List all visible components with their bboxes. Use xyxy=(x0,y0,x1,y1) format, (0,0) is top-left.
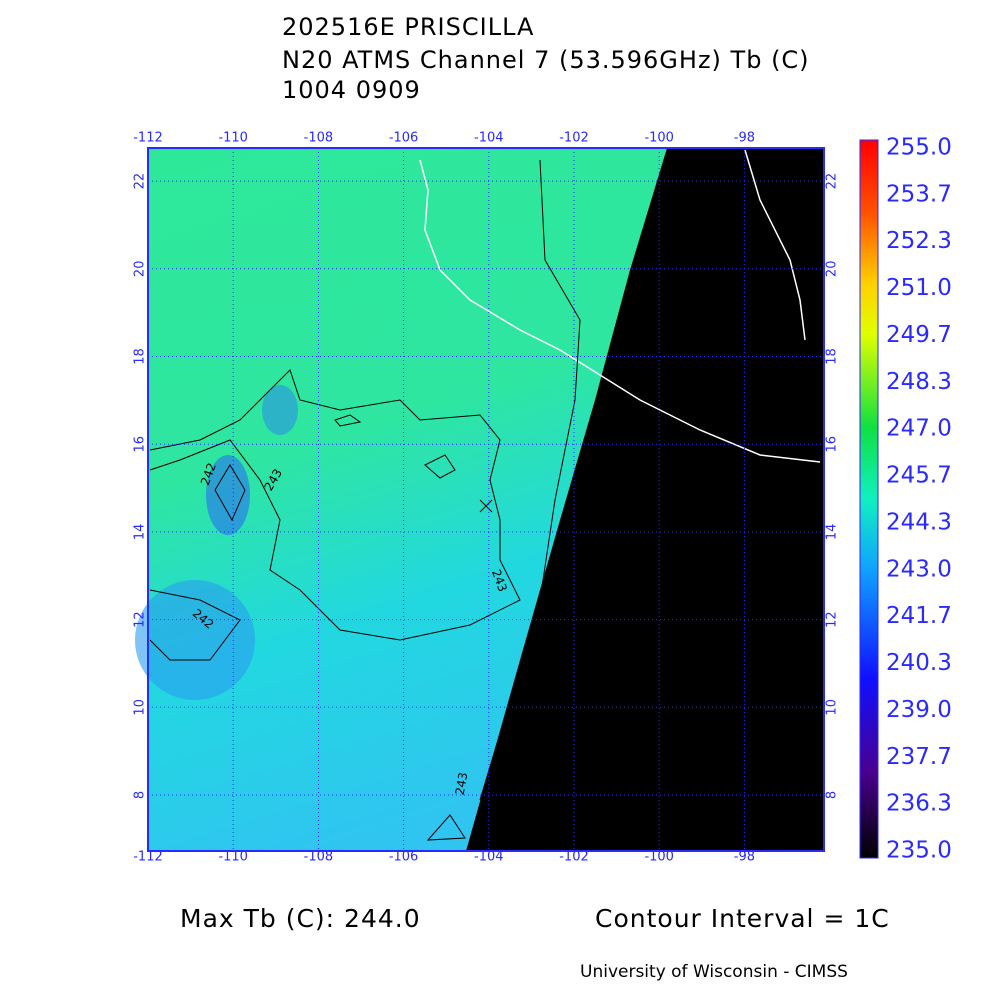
lon-tick-label: -98 xyxy=(734,131,755,146)
time: 1004 0909 xyxy=(282,76,421,104)
colorbar-label: 248.3 xyxy=(886,369,952,395)
colorbar xyxy=(859,139,879,859)
cold-area xyxy=(206,455,250,535)
colorbar-label: 240.3 xyxy=(886,650,952,676)
lat-tick-label: 12 xyxy=(825,611,840,628)
subtitle: N20 ATMS Channel 7 (53.596GHz) Tb (C) xyxy=(282,46,810,74)
lon-tick-label: -102 xyxy=(559,131,589,146)
lat-tick-label: 12 xyxy=(133,611,148,628)
lon-tick-label: -100 xyxy=(644,131,674,146)
lon-tick-label: -100 xyxy=(644,850,674,865)
lon-tick-label: -104 xyxy=(474,850,504,865)
graticule xyxy=(148,148,824,851)
lon-tick-label: -106 xyxy=(389,131,419,146)
lat-tick-label: 10 xyxy=(825,699,840,716)
map-frame xyxy=(147,147,825,852)
lat-tick-label: 16 xyxy=(825,436,840,453)
coastline xyxy=(419,149,821,463)
cold-area xyxy=(262,385,298,435)
lon-tick-label: -102 xyxy=(559,850,589,865)
lon-tick-label: -104 xyxy=(474,131,504,146)
colorbar-label: 251.0 xyxy=(886,275,952,301)
colorbar-label: 236.3 xyxy=(886,791,952,817)
lat-tick-label: 10 xyxy=(133,699,148,716)
lat-tick-label: 20 xyxy=(133,261,148,278)
storm-center xyxy=(479,499,493,513)
contours xyxy=(149,159,581,841)
colorbar-label: 244.3 xyxy=(886,509,952,535)
colorbar-label: 235.0 xyxy=(886,838,952,864)
colorbar-label: 237.7 xyxy=(886,744,952,770)
colorbar-label: 239.0 xyxy=(886,697,952,723)
colorbar-label: 241.7 xyxy=(886,603,952,629)
colorbar-label: 247.0 xyxy=(886,416,952,442)
lat-tick-label: 16 xyxy=(133,436,148,453)
lat-tick-label: 20 xyxy=(825,261,840,278)
lon-tick-label: -106 xyxy=(389,850,419,865)
lat-tick-label: 18 xyxy=(825,348,840,365)
colorbar-label: 245.7 xyxy=(886,463,952,489)
credit: University of Wisconsin - CIMSS xyxy=(580,962,848,982)
max-tb: Max Tb (C): 244.0 xyxy=(180,904,421,933)
lat-tick-label: 14 xyxy=(825,524,840,541)
contour-label: 243 xyxy=(453,771,471,796)
lon-tick-label: -112 xyxy=(133,131,163,146)
lon-tick-label: -112 xyxy=(133,850,163,865)
lon-tick-label: -98 xyxy=(734,850,755,865)
contour-interval: Contour Interval = 1C xyxy=(595,904,890,933)
title: 202516E PRISCILLA xyxy=(282,13,534,41)
colorbar-label: 253.7 xyxy=(886,181,952,207)
lon-tick-label: -110 xyxy=(218,131,248,146)
lat-tick-label: 18 xyxy=(133,348,148,365)
colorbar-label: 252.3 xyxy=(886,228,952,254)
colorbar-label: 249.7 xyxy=(886,322,952,348)
lat-tick-label: 22 xyxy=(825,173,840,190)
no-data xyxy=(466,148,824,851)
lon-tick-label: -108 xyxy=(304,131,334,146)
lat-tick-label: 14 xyxy=(133,524,148,541)
lon-tick-label: -110 xyxy=(218,850,248,865)
lat-tick-label: 8 xyxy=(825,791,840,799)
lat-tick-label: 8 xyxy=(133,791,148,799)
lon-tick-label: -108 xyxy=(304,850,334,865)
colorbar-label: 243.0 xyxy=(886,556,952,582)
cold-area xyxy=(135,580,255,700)
colorbar-label: 255.0 xyxy=(886,135,952,161)
lat-tick-label: 22 xyxy=(133,173,148,190)
